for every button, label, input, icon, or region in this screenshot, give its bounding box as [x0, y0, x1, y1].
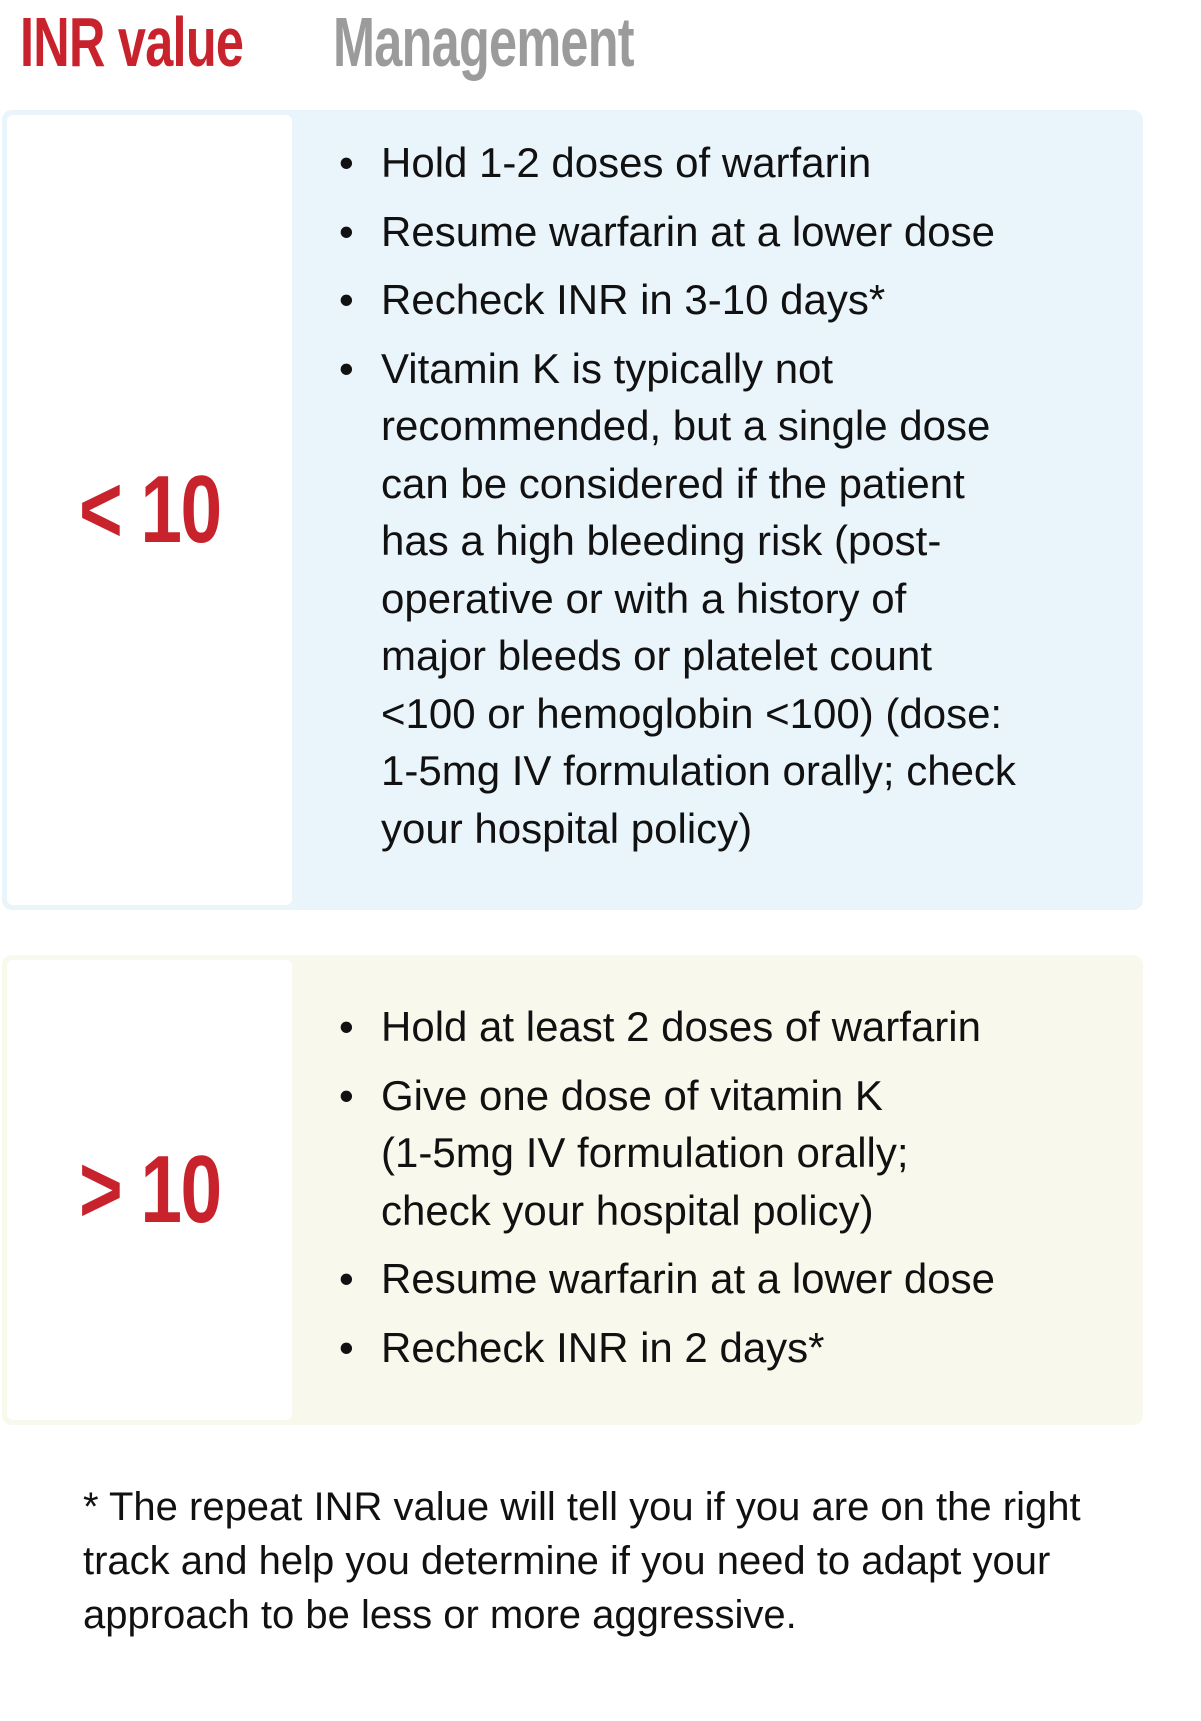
list-item: Resume warfarin at a lower dose — [337, 1250, 1117, 1308]
inr-threshold: > 10 — [78, 1136, 222, 1243]
footnote: * The repeat INR value will tell you if … — [83, 1485, 1081, 1637]
row-inr-above-10: > 10 Hold at least 2 doses of warfarin G… — [2, 955, 1143, 1425]
list-item: Recheck INR in 3-10 days* — [337, 271, 1117, 329]
list-item: Recheck INR in 2 days* — [337, 1319, 1117, 1377]
inr-cell: < 10 — [7, 115, 292, 905]
list-item: Resume warfarin at a lower dose — [337, 203, 1117, 261]
list-item: Hold 1-2 doses of warfarin — [337, 134, 1117, 192]
row-inr-below-10: < 10 Hold 1-2 doses of warfarin Resume w… — [2, 110, 1143, 910]
list-item: Vitamin K is typically not recommended, … — [337, 340, 1021, 858]
list-item: Hold at least 2 doses of warfarin — [337, 998, 1117, 1056]
management-heading: Management — [333, 3, 635, 81]
inr-threshold: < 10 — [78, 456, 222, 563]
management-list: Hold at least 2 doses of warfarin Give o… — [337, 998, 1117, 1387]
inr-value-heading: INR value — [20, 3, 244, 81]
inr-cell: > 10 — [7, 960, 292, 1420]
list-item: Give one dose of vitamin K (1-5mg IV for… — [337, 1067, 941, 1240]
management-list: Hold 1-2 doses of warfarin Resume warfar… — [337, 134, 1117, 868]
